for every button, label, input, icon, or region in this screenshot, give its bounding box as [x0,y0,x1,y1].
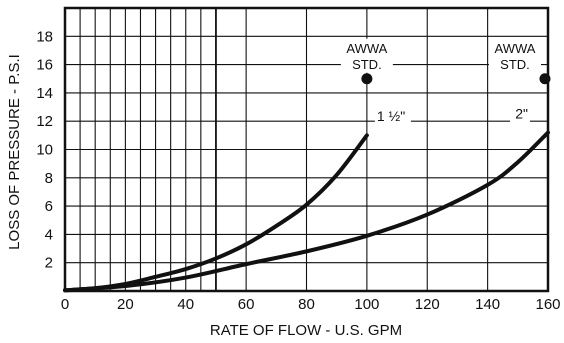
series-label-bg [374,107,411,126]
x-tick-label: 100 [354,296,379,313]
y-tick-label: 18 [36,28,53,45]
flow-curves: 1 ½" 2" [63,104,550,293]
tick-labels: 0 20 40 60 80 100 120 140 160 2 4 6 8 10 12 14 16 18 [36,28,560,313]
awwa-std-marker [361,73,373,85]
awwa-label-line2: STD. [352,57,382,72]
x-tick-label: 0 [61,296,69,313]
x-tick-label: 160 [535,296,560,313]
awwa-label-line1: AWWA [495,41,536,56]
y-tick-label: 4 [45,226,53,243]
y-tick-label: 16 [36,57,53,74]
series-label: 2" [515,105,528,121]
x-tick-label: 120 [415,296,440,313]
awwa-label-bg [488,38,541,73]
awwa-label-line2: STD. [500,57,530,72]
y-tick-label: 8 [45,170,53,187]
y-axis-title: LOSS OF PRESSURE - P.S.I [6,54,23,250]
series-label: 1 ½" [377,108,405,124]
series-line-two-inch [63,130,550,293]
y-tick-label: 14 [36,85,53,102]
x-tick-label: 60 [238,296,255,313]
plot-frame [63,6,550,293]
y-tick-label: 2 [45,255,53,272]
awwa-label-line1: AWWA [346,41,387,56]
x-tick-label: 140 [475,296,500,313]
x-tick-label: 20 [117,296,134,313]
awwa-label-bg [340,38,393,73]
y-tick-label: 12 [36,113,53,130]
series-label-bg [510,104,530,123]
x-tick-label: 80 [298,296,315,313]
y-tick-label: 6 [45,198,53,215]
x-tick-label: 40 [177,296,194,313]
x-axis-title: RATE OF FLOW - U.S. GPM [210,322,402,339]
y-tick-label: 10 [36,142,53,159]
grid-lines [65,8,548,291]
